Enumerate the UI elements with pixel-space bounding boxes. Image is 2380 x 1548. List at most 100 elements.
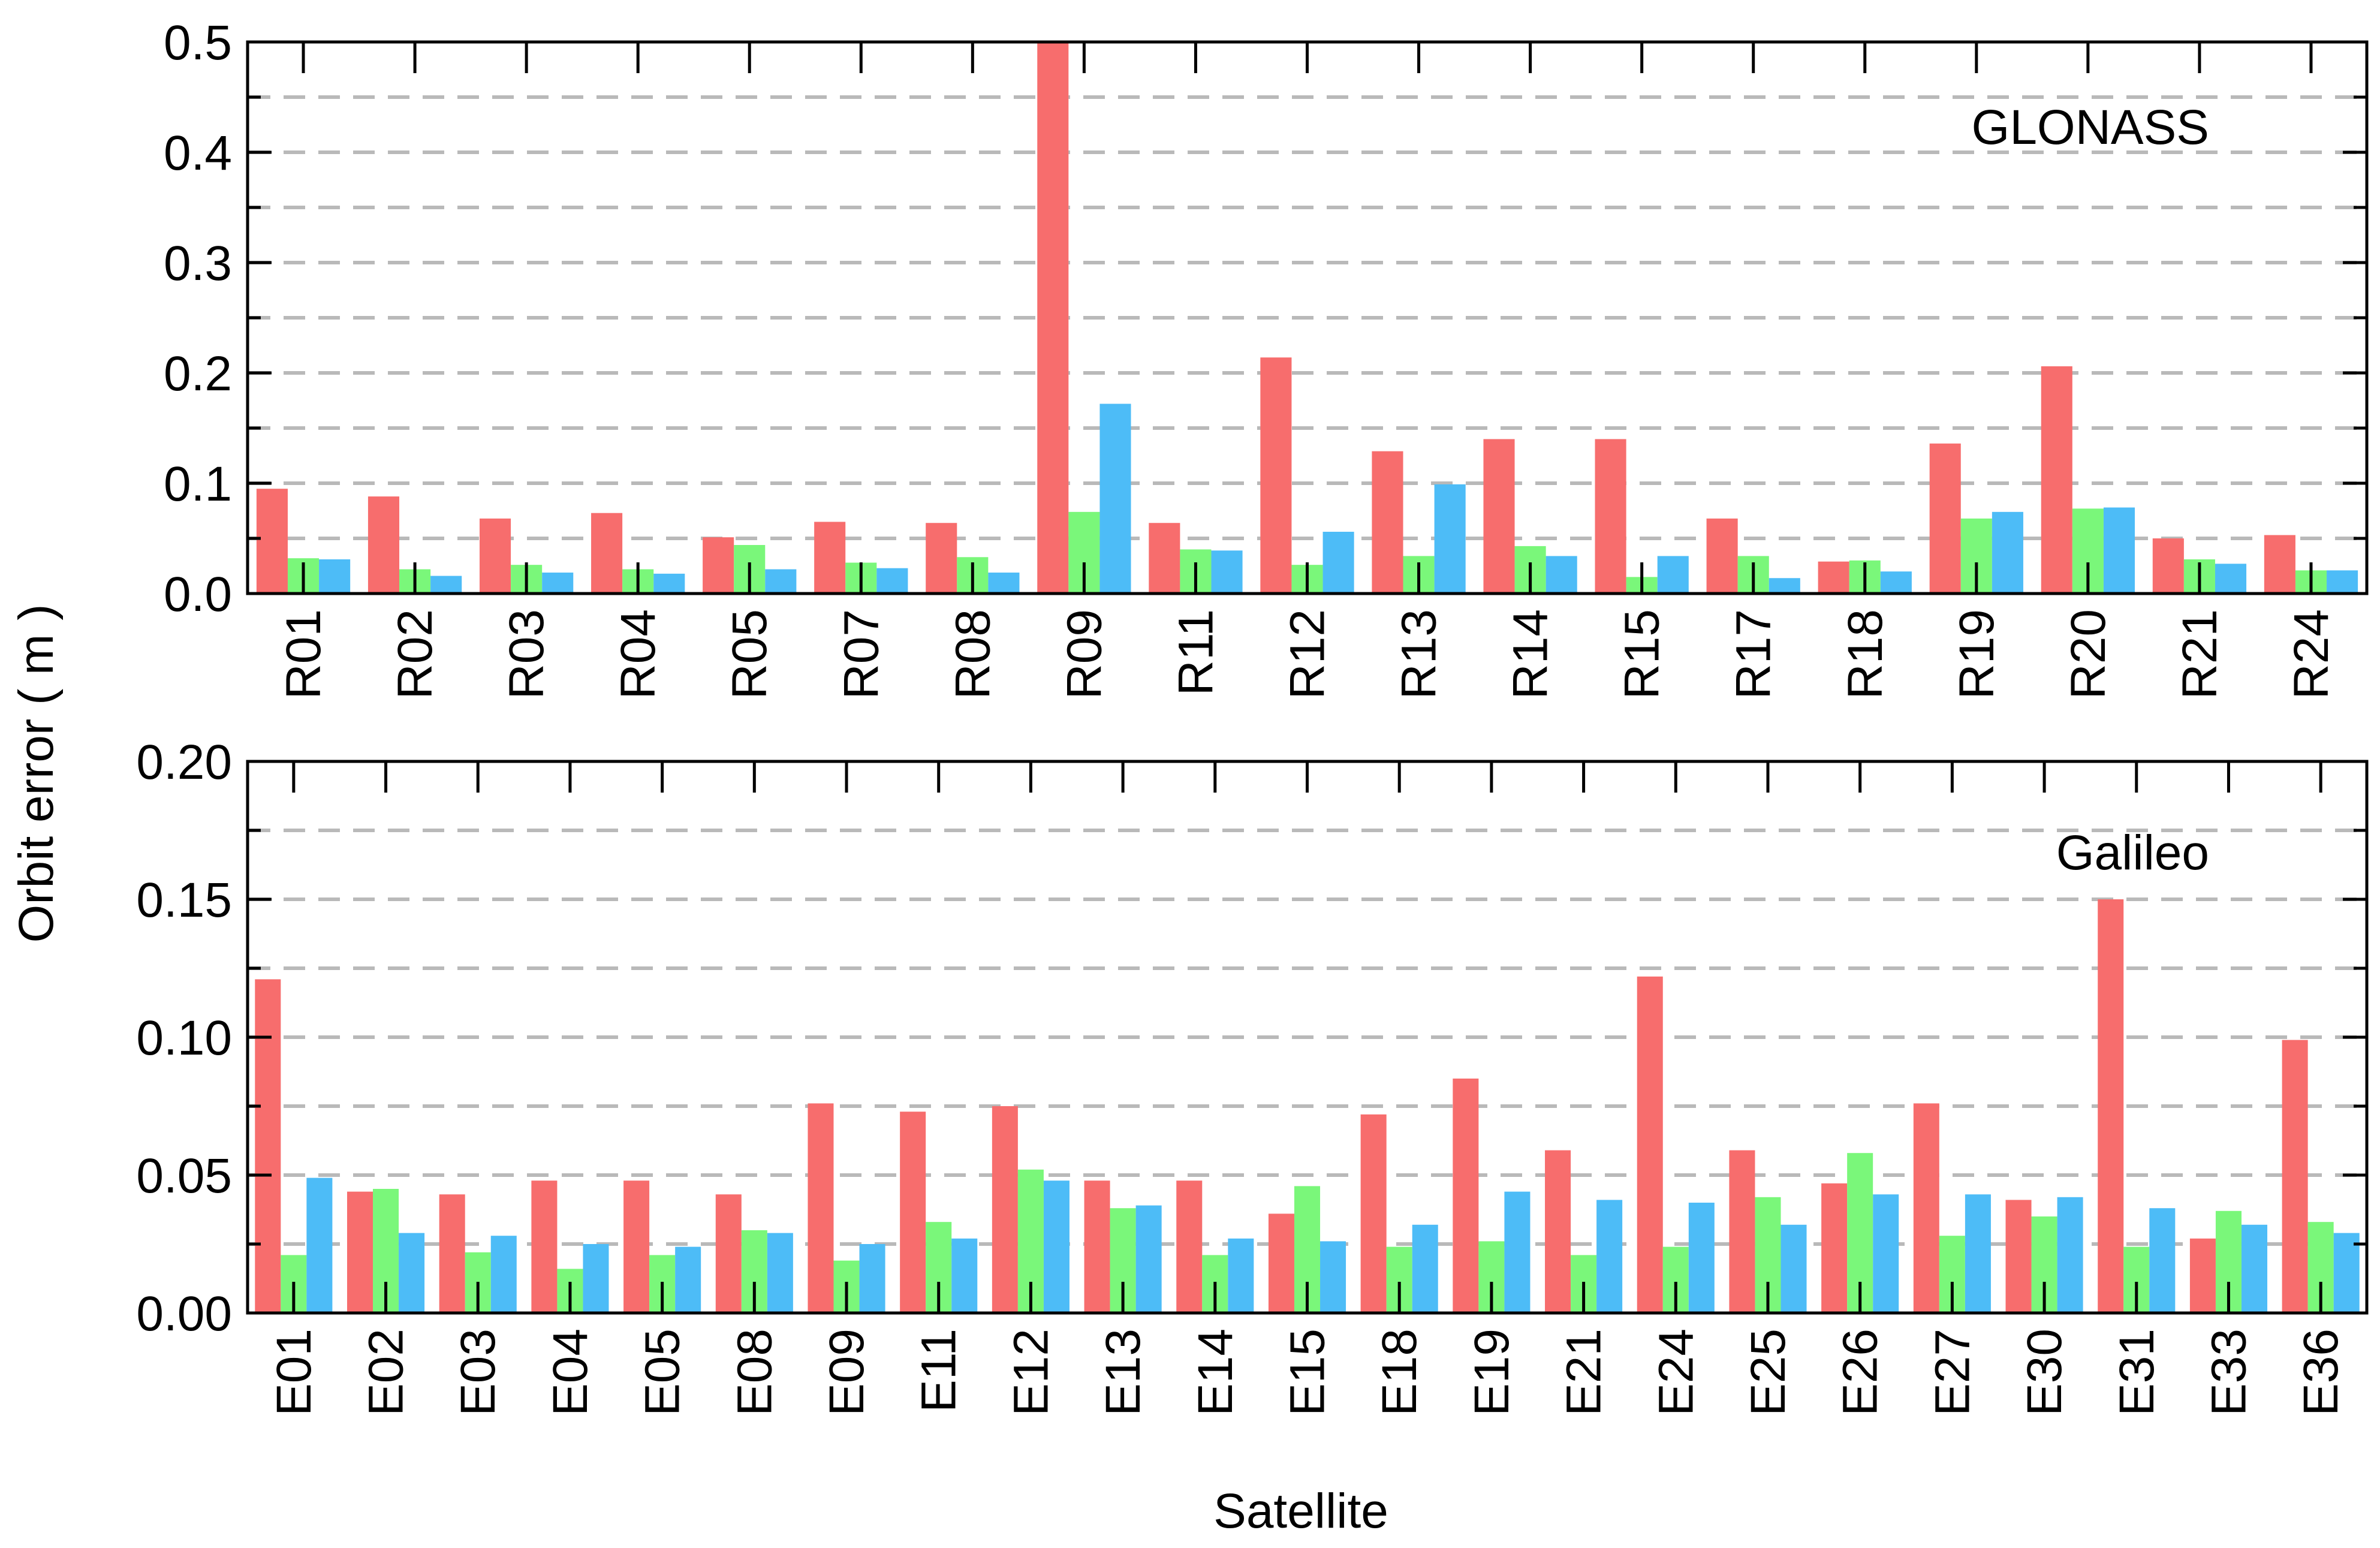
x-tick-label: E36 <box>2294 1329 2348 1416</box>
bar-e11-series-1 <box>900 1112 926 1313</box>
x-tick-label: E27 <box>1925 1329 1980 1416</box>
y-tick-label: 0.20 <box>136 735 232 790</box>
x-tick-label: R14 <box>1504 609 1558 699</box>
bar-r07-series-3 <box>876 568 908 594</box>
x-tick-label: R13 <box>1392 609 1447 699</box>
bar-e21-series-1 <box>1545 1150 1571 1313</box>
x-tick-label: E31 <box>2110 1329 2164 1416</box>
x-tick-label: R12 <box>1281 609 1335 699</box>
bar-r18-series-3 <box>1880 571 1912 594</box>
x-tick-label: R17 <box>1727 609 1781 699</box>
x-tick-label: E09 <box>820 1329 874 1416</box>
x-tick-label: E15 <box>1281 1329 1335 1416</box>
panel-glonass: R01 R02 R03 R04 R05 R07 R08 R09 R11 R12 R13 R14 R15 R… <box>164 16 2369 699</box>
bar-r13-series-1 <box>1372 451 1403 594</box>
x-tick-label: R07 <box>834 609 888 699</box>
plot-frame <box>246 40 2369 595</box>
y-tick-label: 0.5 <box>164 16 232 70</box>
bar-e01-series-3 <box>306 1177 333 1313</box>
bar-e05-series-1 <box>623 1180 650 1313</box>
y-tick-label: 0.3 <box>164 236 232 291</box>
x-tick-label: E14 <box>1188 1329 1243 1416</box>
bar-r19-series-1 <box>1929 443 1961 594</box>
bar-e25-series-3 <box>1781 1224 1807 1313</box>
bar-e27-series-1 <box>1913 1103 1939 1313</box>
bar-e24-series-3 <box>1688 1203 1715 1313</box>
bar-e33-series-3 <box>2241 1224 2268 1313</box>
bar-e04-series-3 <box>583 1244 609 1313</box>
bar-e08-series-1 <box>715 1194 742 1313</box>
x-tick-label: R05 <box>722 609 777 699</box>
bar-r19-series-3 <box>1992 511 2023 594</box>
plot-frame <box>246 760 2369 1315</box>
bar-r20-series-3 <box>2103 507 2135 594</box>
bar-e36-series-1 <box>2282 1040 2308 1313</box>
panel-title: Galileo <box>2056 826 2209 880</box>
x-tick-label: E03 <box>451 1329 505 1416</box>
x-tick-label: E19 <box>1465 1329 1519 1416</box>
bar-e05-series-3 <box>675 1246 701 1313</box>
bar-e14-series-3 <box>1228 1238 1254 1313</box>
bar-e09-series-1 <box>808 1103 834 1313</box>
x-tick-label: E33 <box>2201 1329 2256 1416</box>
bar-r04-series-1 <box>591 513 623 594</box>
bar-r09-series-3 <box>1099 403 1131 594</box>
y-axis-title: Orbit error ( m ) <box>9 604 64 943</box>
bar-r01-series-3 <box>319 559 351 594</box>
bar-r09-series-1 <box>1037 42 1069 594</box>
bar-e11-series-3 <box>951 1238 978 1313</box>
bar-e13-series-1 <box>1084 1180 1110 1313</box>
bar-e15-series-1 <box>1268 1213 1294 1313</box>
bar-e09-series-3 <box>859 1244 885 1313</box>
y-tick-label: 0.15 <box>136 873 232 927</box>
bar-r05-series-1 <box>703 537 734 594</box>
x-tick-label: E01 <box>267 1329 321 1416</box>
x-tick-label: R08 <box>945 609 1000 699</box>
bar-r24-series-3 <box>2327 570 2358 594</box>
y-tick-label: 0.2 <box>164 347 232 401</box>
bar-r21-series-3 <box>2215 564 2247 594</box>
bar-e12-series-3 <box>1043 1180 1070 1313</box>
bar-r18-series-1 <box>1818 561 1849 594</box>
bar-r11-series-3 <box>1211 550 1243 594</box>
bar-r15-series-1 <box>1595 439 1626 594</box>
y-tick-label: 0.05 <box>136 1149 232 1203</box>
bar-r12-series-1 <box>1260 357 1292 594</box>
bar-r04-series-3 <box>653 573 685 594</box>
bar-r13-series-3 <box>1434 484 1466 594</box>
x-tick-label: E04 <box>543 1329 598 1416</box>
bar-e19-series-3 <box>1504 1191 1531 1313</box>
bar-r14-series-1 <box>1483 439 1515 594</box>
x-tick-label: E11 <box>912 1329 966 1413</box>
x-tick-label: E05 <box>635 1329 690 1416</box>
x-tick-label: R24 <box>2284 609 2339 699</box>
bar-e03-series-3 <box>490 1236 517 1313</box>
bar-r02-series-1 <box>367 496 400 594</box>
x-tick-label: E12 <box>1004 1329 1058 1416</box>
x-tick-label: R11 <box>1168 609 1223 695</box>
x-tick-label: R20 <box>2061 609 2116 699</box>
bar-r24-series-1 <box>2264 535 2295 594</box>
x-tick-label: E24 <box>1649 1329 1703 1416</box>
bar-e18-series-3 <box>1412 1224 1438 1313</box>
panel-title: GLONASS <box>1972 100 2209 155</box>
bar-r03-series-1 <box>479 518 511 594</box>
bar-e19-series-1 <box>1453 1079 1479 1313</box>
x-axis-title: Satellite <box>1213 1484 1388 1538</box>
bar-r07-series-1 <box>814 522 846 594</box>
bar-r17-series-1 <box>1706 518 1738 594</box>
bar-e36-series-3 <box>2333 1233 2360 1313</box>
x-tick-label: R03 <box>499 609 554 699</box>
x-tick-label: E02 <box>359 1329 414 1416</box>
bar-r08-series-1 <box>926 523 957 594</box>
bar-r15-series-3 <box>1657 556 1689 594</box>
bar-e14-series-1 <box>1176 1180 1203 1313</box>
bar-r12-series-3 <box>1322 531 1354 594</box>
bar-e26-series-3 <box>1873 1194 1899 1313</box>
bar-e27-series-3 <box>1965 1194 1991 1313</box>
bar-e26-series-1 <box>1821 1183 1848 1313</box>
y-tick-label: 0.10 <box>136 1011 232 1065</box>
bar-r11-series-1 <box>1149 523 1180 594</box>
